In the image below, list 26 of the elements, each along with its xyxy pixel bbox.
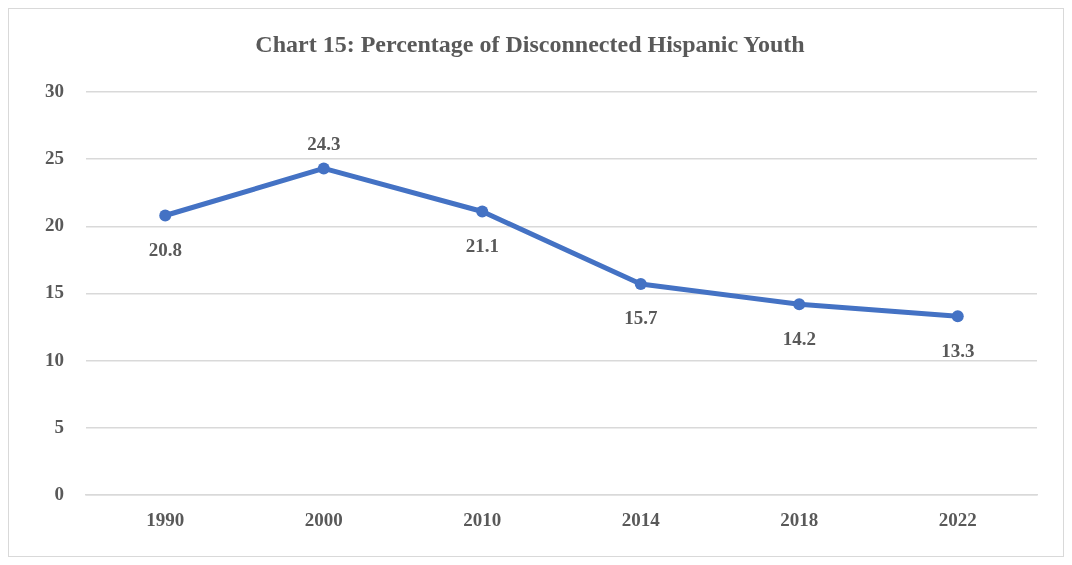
y-tick-label: 15 <box>45 281 64 303</box>
data-label: 14.2 <box>782 327 816 349</box>
data-label: 13.3 <box>941 339 975 361</box>
x-tick-label: 2018 <box>780 508 819 530</box>
point <box>317 162 330 175</box>
point <box>951 310 964 323</box>
x-tick-label: 2014 <box>621 508 661 530</box>
point <box>793 298 806 311</box>
y-tick-label: 20 <box>45 214 64 236</box>
x-tick-label: 1990 <box>146 508 185 530</box>
y-tick-label: 30 <box>45 79 64 101</box>
data-label: 15.7 <box>624 307 658 329</box>
data-label: 21.1 <box>465 234 499 256</box>
chart-title: Chart 15: Percentage of Disconnected Hispanic Youth <box>255 30 805 57</box>
data-label: 24.3 <box>307 132 341 154</box>
data-label: 20.8 <box>148 238 182 260</box>
y-tick-label: 0 <box>54 483 64 505</box>
y-tick-label: 10 <box>45 348 64 370</box>
x-tick-label: 2022 <box>938 508 977 530</box>
x-tick-label: 2010 <box>463 508 502 530</box>
x-tick-label: 2000 <box>304 508 343 530</box>
point <box>159 209 172 222</box>
point <box>634 278 647 291</box>
y-tick-label: 25 <box>45 146 64 168</box>
point <box>476 205 489 218</box>
y-tick-label: 5 <box>54 415 64 437</box>
